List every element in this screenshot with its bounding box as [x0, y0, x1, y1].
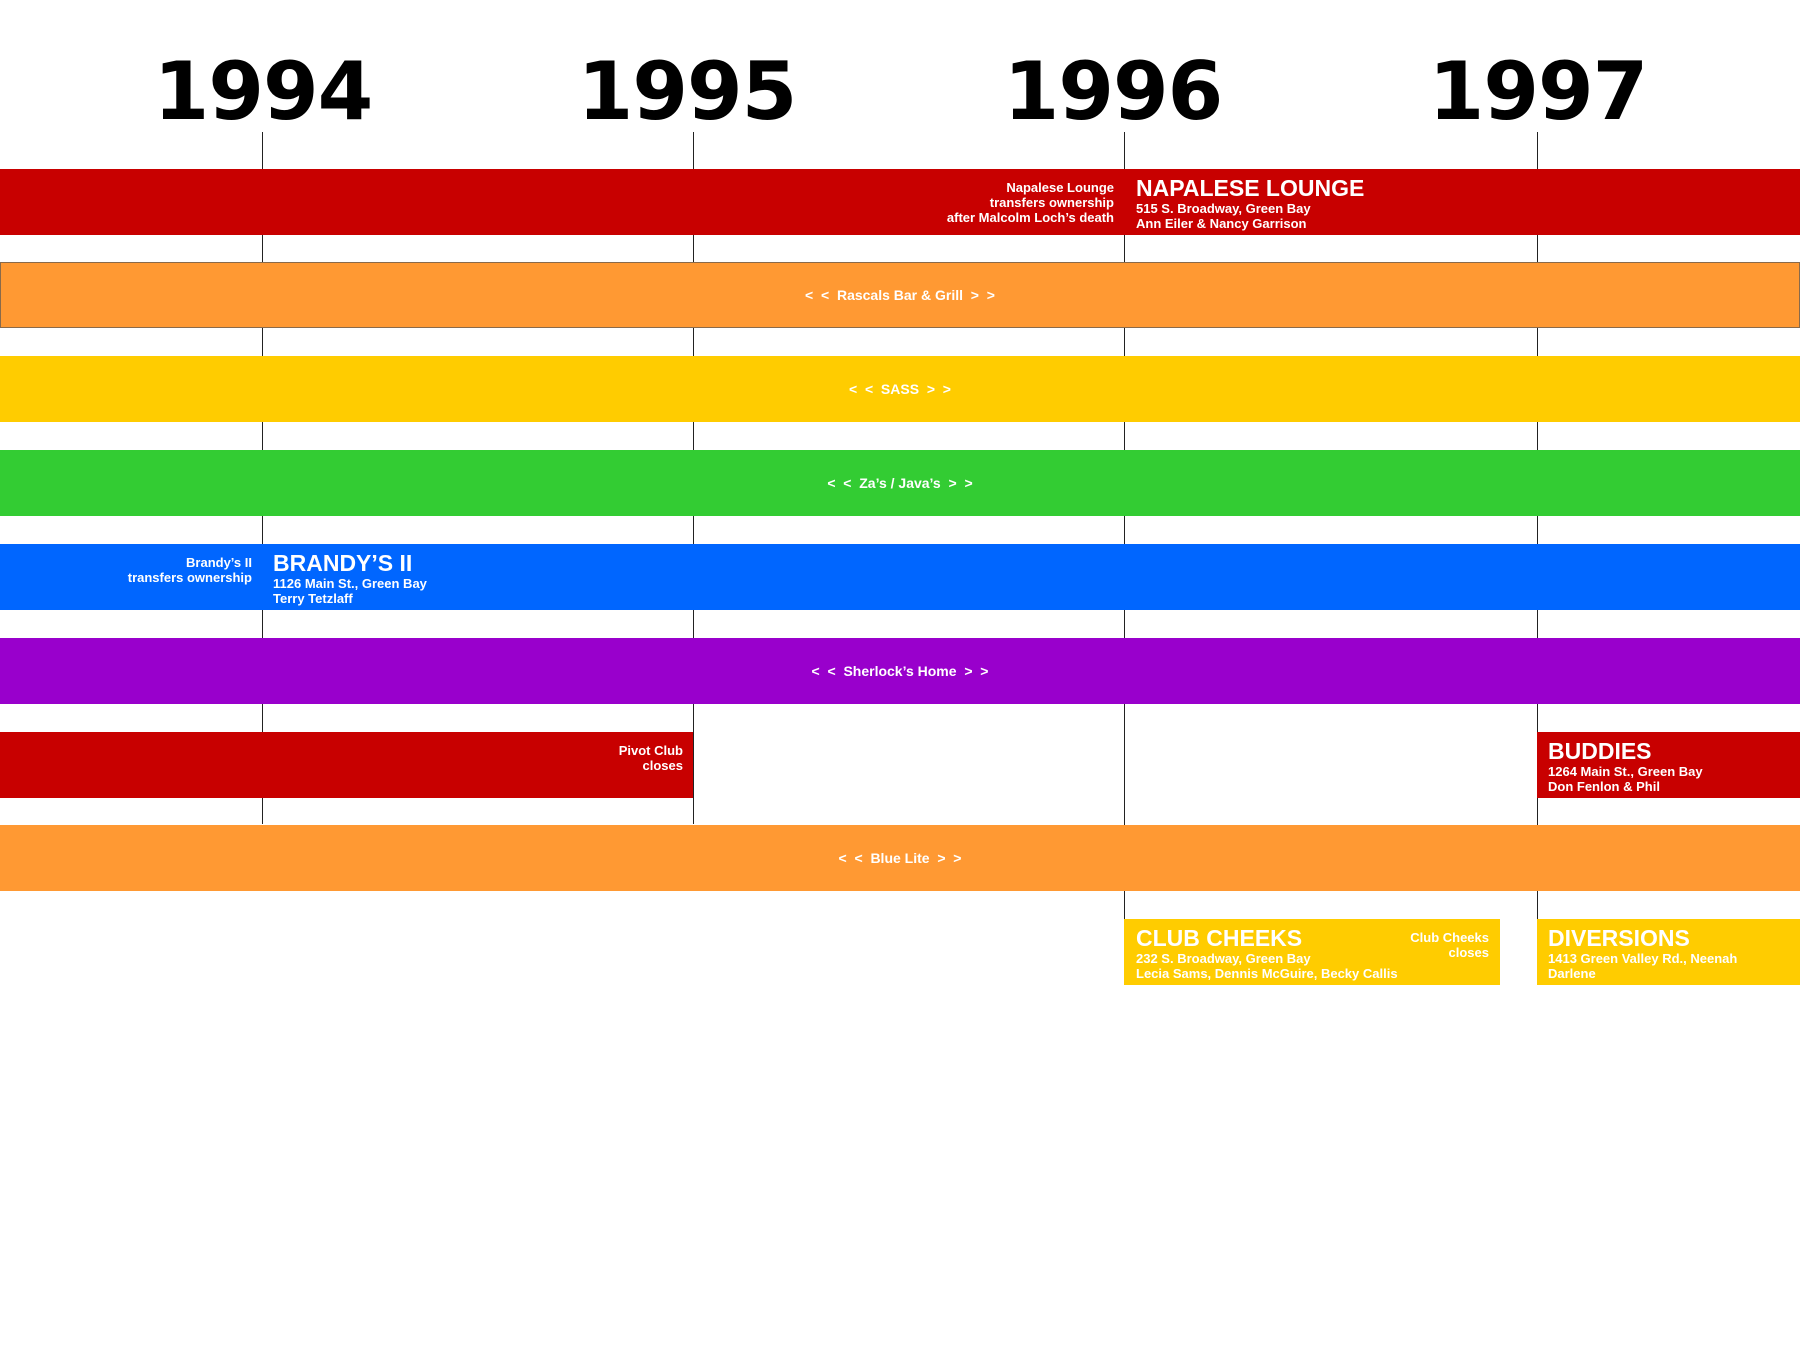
napalese-lounge-band: Napalese Lounge transfers ownership afte… — [0, 169, 1800, 235]
sass-label: < < SASS > > — [849, 381, 951, 397]
venue-address: 1413 Green Valley Rd., Neenah — [1548, 951, 1738, 966]
note-line: closes — [642, 758, 683, 773]
diversions-band: DIVERSIONS 1413 Green Valley Rd., Neenah… — [1537, 919, 1800, 985]
buddies-band: BUDDIES 1264 Main St., Green Bay Don Fen… — [1537, 732, 1800, 798]
zas-javas-label: < < Za’s / Java’s > > — [827, 475, 973, 491]
year-label-1995: 1995 — [577, 45, 798, 138]
venue-address: 1264 Main St., Green Bay — [1548, 764, 1703, 779]
blue-lite-label: < < Blue Lite > > — [838, 850, 962, 866]
note-line: Club Cheeks — [1410, 930, 1489, 945]
club-cheeks-venue: CLUB CHEEKS 232 S. Broadway, Green Bay L… — [1136, 925, 1398, 981]
brandys-ii-venue: BRANDY’S II 1126 Main St., Green Bay Ter… — [273, 550, 427, 606]
venue-owners: Lecia Sams, Dennis McGuire, Becky Callis — [1136, 966, 1398, 981]
venue-address: 515 S. Broadway, Green Bay — [1136, 201, 1311, 216]
note-line: transfers ownership — [127, 570, 252, 585]
venue-name: CLUB CHEEKS — [1136, 925, 1303, 951]
venue-owners: Don Fenlon & Phil — [1548, 779, 1660, 794]
note-line: transfers ownership — [989, 195, 1114, 210]
blue-lite-band: < < Blue Lite > > — [0, 825, 1800, 891]
pivot-club-closes-note: Pivot Club closes — [619, 743, 683, 773]
venue-owners: Darlene — [1548, 966, 1596, 981]
venue-name: BUDDIES — [1548, 738, 1652, 764]
brandys-transfer-note: Brandy’s II transfers ownership — [128, 555, 252, 585]
note-line: Brandy’s II — [186, 555, 252, 570]
brandys-ii-band: Brandy’s II transfers ownership BRANDY’S… — [0, 544, 1800, 610]
pivot-club-band: Pivot Club closes — [0, 732, 693, 798]
rascals-label: < < Rascals Bar & Grill > > — [805, 287, 995, 303]
napalese-lounge-venue: NAPALESE LOUNGE 515 S. Broadway, Green B… — [1136, 175, 1364, 231]
venue-address: 1126 Main St., Green Bay — [273, 576, 427, 591]
year-label-1996: 1996 — [1003, 45, 1224, 138]
note-line: after Malcolm Loch’s death — [946, 210, 1114, 225]
venue-owners: Ann Eiler & Nancy Garrison — [1136, 216, 1307, 231]
venue-owners: Terry Tetzlaff — [273, 591, 353, 606]
venue-name: DIVERSIONS — [1548, 925, 1690, 951]
note-line: Napalese Lounge — [1006, 180, 1114, 195]
venue-address: 232 S. Broadway, Green Bay — [1136, 951, 1311, 966]
venue-name: NAPALESE LOUNGE — [1136, 175, 1365, 201]
note-line: closes — [1448, 945, 1489, 960]
venue-name: BRANDY’S II — [273, 550, 413, 576]
club-cheeks-band: CLUB CHEEKS 232 S. Broadway, Green Bay L… — [1124, 919, 1500, 985]
diversions-venue: DIVERSIONS 1413 Green Valley Rd., Neenah… — [1548, 925, 1737, 981]
year-label-1994: 1994 — [153, 45, 374, 138]
note-line: Pivot Club — [618, 743, 683, 758]
sherlocks-home-band: < < Sherlock’s Home > > — [0, 638, 1800, 704]
zas-javas-band: < < Za’s / Java’s > > — [0, 450, 1800, 516]
club-cheeks-closes-note: Club Cheeks closes — [1410, 930, 1489, 960]
napalese-transfer-note: Napalese Lounge transfers ownership afte… — [947, 180, 1114, 225]
sherlocks-home-label: < < Sherlock’s Home > > — [811, 663, 989, 679]
buddies-venue: BUDDIES 1264 Main St., Green Bay Don Fen… — [1548, 738, 1703, 794]
rascals-band: < < Rascals Bar & Grill > > — [0, 262, 1800, 328]
year-label-1997: 1997 — [1428, 45, 1649, 138]
sass-band: < < SASS > > — [0, 356, 1800, 422]
